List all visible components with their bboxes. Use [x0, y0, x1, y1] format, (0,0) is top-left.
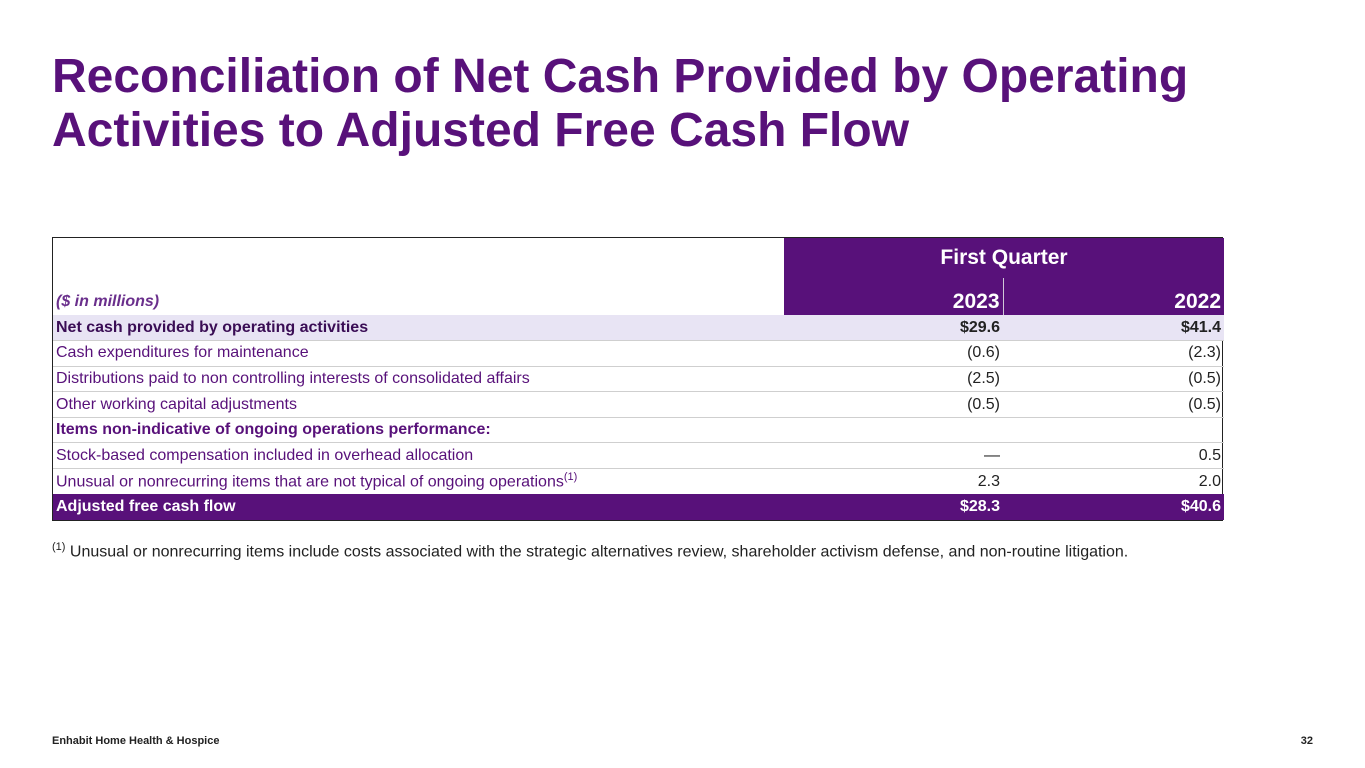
units-label: ($ in millions)	[56, 293, 160, 310]
period-header: First Quarter	[784, 238, 1225, 278]
value-2023: $29.6	[784, 315, 1003, 341]
footnote-marker: (1)	[563, 471, 578, 484]
value-2022	[1003, 416, 1225, 443]
table-row: Unusual or nonrecurring items that are n…	[53, 468, 1225, 495]
value-2022: 0.5	[1003, 442, 1225, 469]
row-label: Unusual or nonrecurring items that are n…	[56, 473, 564, 491]
table-row: Cash expenditures for maintenance (0.6) …	[53, 340, 1225, 367]
page-number: 32	[1300, 735, 1313, 747]
value-2022: (0.5)	[1003, 391, 1225, 418]
value-2022: 2.0	[1003, 468, 1225, 495]
row-label: Items non-indicative of ongoing operatio…	[53, 416, 784, 443]
value-2022: (2.3)	[1003, 340, 1225, 367]
footnote: (1) Unusual or nonrecurring items includ…	[52, 541, 1128, 561]
row-label: Cash expenditures for maintenance	[53, 340, 784, 367]
value-2022: $41.4	[1003, 315, 1225, 341]
value-2023: 2.3	[784, 468, 1003, 495]
reconciliation-table: First Quarter ($ in millions) 2023 2022 …	[52, 237, 1225, 521]
row-label: Other working capital adjustments	[53, 391, 784, 418]
row-label: Adjusted free cash flow	[53, 494, 784, 520]
value-2023: —	[784, 442, 1003, 469]
row-label-cell: Unusual or nonrecurring items that are n…	[53, 468, 784, 495]
footer-company: Enhabit Home Health & Hospice	[52, 735, 220, 747]
page-title: Reconciliation of Net Cash Provided by O…	[52, 50, 1189, 157]
column-header-2023: 2023	[784, 278, 1004, 315]
table-row: Stock-based compensation included in ove…	[53, 442, 1225, 469]
value-2023: (0.6)	[784, 340, 1003, 367]
table-row: Distributions paid to non controlling in…	[53, 365, 1225, 392]
row-label: Net cash provided by operating activitie…	[53, 315, 784, 341]
footnote-text: Unusual or nonrecurring items include co…	[65, 543, 1129, 561]
table-row-total: Adjusted free cash flow $28.3 $40.6	[53, 494, 1225, 520]
table-row: Net cash provided by operating activitie…	[53, 315, 1225, 341]
row-label: Distributions paid to non controlling in…	[53, 365, 784, 392]
table-row: Items non-indicative of ongoing operatio…	[53, 416, 1225, 443]
value-2023: (0.5)	[784, 391, 1003, 418]
value-2023: (2.5)	[784, 365, 1003, 392]
row-label: Stock-based compensation included in ove…	[53, 442, 784, 469]
header-blank	[53, 238, 784, 278]
table-row: Other working capital adjustments (0.5) …	[53, 391, 1225, 418]
value-2023: $28.3	[784, 494, 1003, 520]
column-header-2022: 2022	[1003, 278, 1225, 315]
value-2022: (0.5)	[1003, 365, 1225, 392]
value-2023	[784, 416, 1003, 443]
footnote-marker: (1)	[52, 541, 66, 553]
value-2022: $40.6	[1003, 494, 1225, 520]
